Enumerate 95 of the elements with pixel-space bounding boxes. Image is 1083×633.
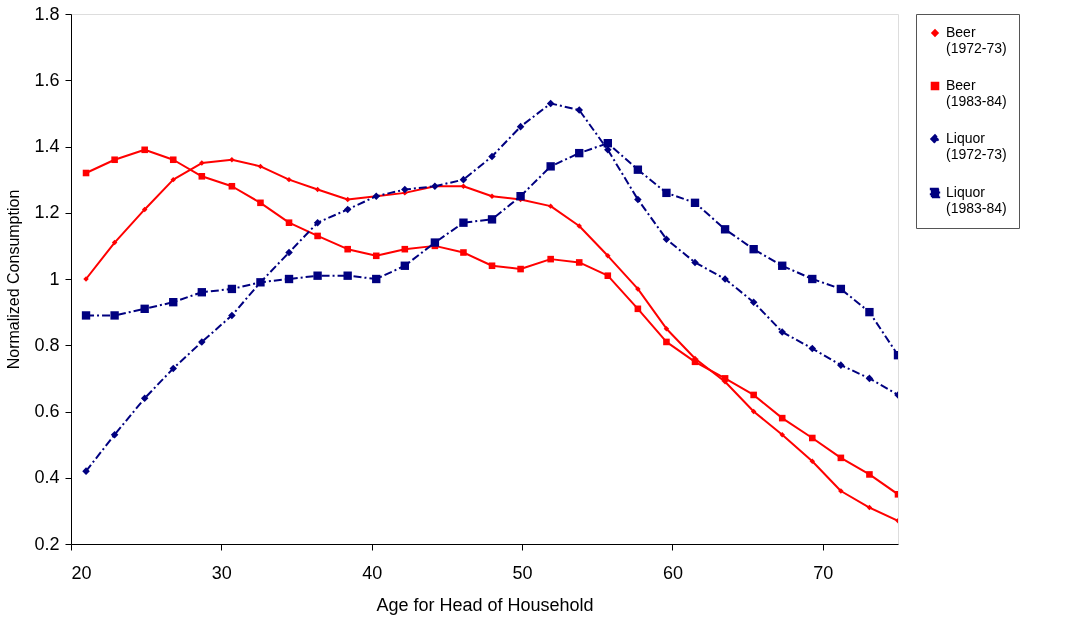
point <box>110 430 119 439</box>
point <box>459 218 468 227</box>
point <box>866 471 873 478</box>
point <box>197 288 206 297</box>
y-axis-title: Normalized Consumption <box>5 189 23 370</box>
x-tick-label: 70 <box>813 562 834 583</box>
point <box>547 255 554 263</box>
y-tick-label: 1.4 <box>34 136 60 156</box>
point <box>400 261 409 270</box>
point <box>778 261 787 270</box>
point <box>140 304 149 313</box>
point <box>517 265 524 273</box>
point <box>488 152 496 161</box>
point <box>110 311 119 320</box>
point <box>401 185 409 194</box>
point <box>256 278 265 287</box>
point <box>169 298 178 307</box>
point <box>140 394 149 403</box>
point <box>227 284 237 294</box>
point <box>603 139 612 148</box>
y-tick-label: 0.2 <box>34 533 60 554</box>
point <box>285 248 293 257</box>
point <box>749 298 758 306</box>
legend-label: Beer (1983-84) <box>946 77 1007 109</box>
point <box>169 364 178 373</box>
x-axis-title: Age for Head of Household <box>376 594 594 615</box>
point <box>257 199 264 207</box>
point <box>809 458 816 464</box>
point <box>285 219 293 226</box>
point <box>662 235 671 244</box>
point <box>169 156 177 164</box>
point <box>460 249 467 256</box>
y-tick-label: 0.8 <box>34 334 60 355</box>
point <box>314 232 321 240</box>
point <box>430 238 440 247</box>
point <box>228 311 236 320</box>
point <box>808 274 817 284</box>
point <box>516 192 525 201</box>
point <box>487 215 497 224</box>
point <box>605 253 611 259</box>
point <box>690 198 700 207</box>
point <box>111 156 118 164</box>
point <box>547 203 554 209</box>
point <box>313 218 322 227</box>
point <box>779 431 785 438</box>
point <box>372 252 380 260</box>
y-tick-label: 1 <box>49 268 60 289</box>
point <box>81 311 91 320</box>
y-tick-label: 1.2 <box>34 202 60 223</box>
point <box>634 195 642 204</box>
point <box>141 146 148 154</box>
point <box>809 434 816 442</box>
point <box>460 183 467 189</box>
point <box>663 338 670 346</box>
point <box>284 274 294 284</box>
point <box>488 262 496 270</box>
legend-label: Liquor (1983-84) <box>946 184 1007 216</box>
y-tick-label: 1.6 <box>34 69 60 90</box>
point <box>691 258 699 267</box>
point <box>313 271 322 280</box>
point <box>749 245 758 254</box>
x-tick-label: 40 <box>362 562 383 583</box>
point <box>198 173 206 180</box>
y-tick-label: 0.4 <box>34 467 60 488</box>
point <box>229 157 235 163</box>
point <box>633 165 643 174</box>
point <box>343 271 352 280</box>
point <box>836 284 846 294</box>
point <box>662 188 671 198</box>
x-tick-label: 50 <box>512 562 533 583</box>
point <box>720 225 730 234</box>
point <box>808 344 817 353</box>
legend-label: Liquor (1972-73) <box>946 130 1007 162</box>
point <box>372 274 381 284</box>
point <box>546 162 555 171</box>
point <box>837 361 845 369</box>
point <box>604 146 612 154</box>
point <box>575 259 583 266</box>
x-tick-label: 30 <box>211 562 232 583</box>
point <box>575 106 583 114</box>
point <box>575 148 584 158</box>
point <box>198 338 206 346</box>
x-tick-label: 60 <box>662 562 683 583</box>
x-tick-label: 20 <box>71 562 92 583</box>
point <box>286 176 292 183</box>
legend-label: Beer (1972-73) <box>946 24 1007 56</box>
point <box>170 176 176 183</box>
y-tick-label: 1.8 <box>34 3 60 24</box>
point <box>778 414 786 422</box>
point <box>750 391 757 399</box>
point <box>865 307 874 317</box>
point <box>344 245 351 253</box>
point <box>228 182 236 190</box>
point <box>604 272 612 279</box>
y-tick-label: 0.6 <box>34 401 60 421</box>
